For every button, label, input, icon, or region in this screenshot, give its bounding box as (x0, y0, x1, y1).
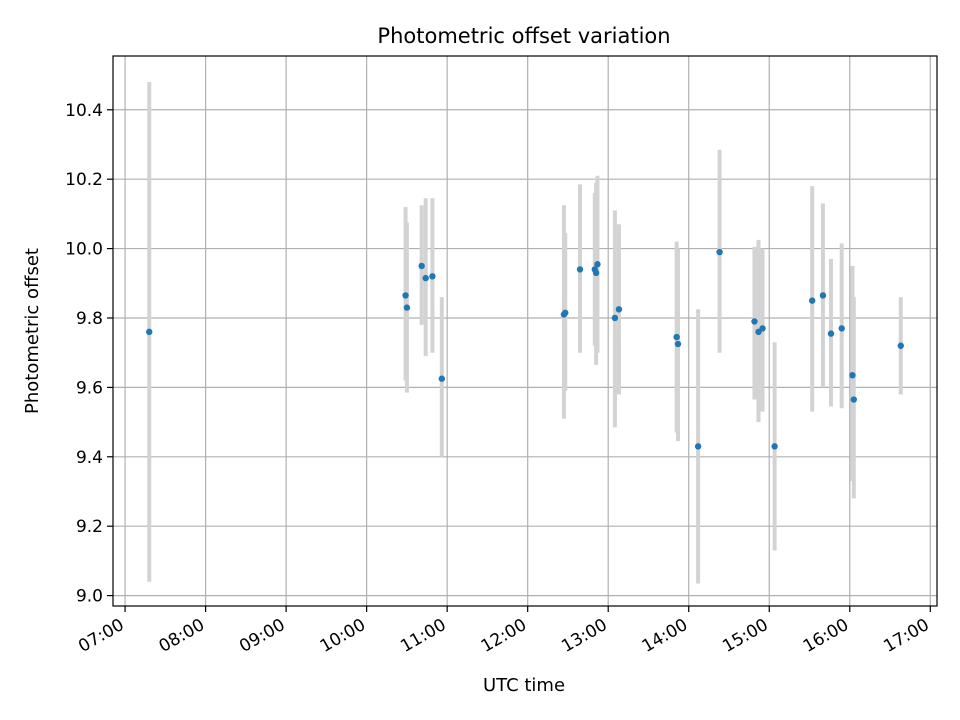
data-point (898, 343, 904, 349)
y-tick-label: 9.4 (76, 448, 103, 468)
data-point (594, 261, 600, 267)
data-point (404, 304, 410, 310)
data-point (439, 376, 445, 382)
data-point (771, 443, 777, 449)
y-tick-label: 9.8 (76, 309, 103, 329)
data-point (146, 329, 152, 335)
data-point (751, 318, 757, 324)
data-point (809, 297, 815, 303)
data-point (695, 443, 701, 449)
data-point (820, 292, 826, 298)
x-axis-label: UTC time (483, 675, 565, 696)
data-point (418, 263, 424, 269)
data-point (577, 266, 583, 272)
data-point (612, 315, 618, 321)
data-point (675, 341, 681, 347)
data-point (562, 310, 568, 316)
y-tick-label: 9.6 (76, 378, 103, 398)
y-tick-label: 10.0 (65, 240, 103, 260)
y-axis-label: Photometric offset (22, 248, 43, 414)
data-point (839, 325, 845, 331)
data-point (673, 334, 679, 340)
y-tick-label: 10.2 (65, 170, 103, 190)
data-point (422, 275, 428, 281)
data-point (759, 325, 765, 331)
chart-title: Photometric offset variation (377, 24, 670, 48)
data-point (402, 292, 408, 298)
data-point (828, 330, 834, 336)
y-tick-label: 9.0 (76, 587, 103, 607)
data-point (849, 372, 855, 378)
data-point (593, 270, 599, 276)
y-tick-label: 10.4 (65, 101, 103, 121)
data-point (851, 396, 857, 402)
data-point (429, 273, 435, 279)
y-tick-label: 9.2 (76, 517, 103, 537)
data-point (716, 249, 722, 255)
data-point (616, 306, 622, 312)
